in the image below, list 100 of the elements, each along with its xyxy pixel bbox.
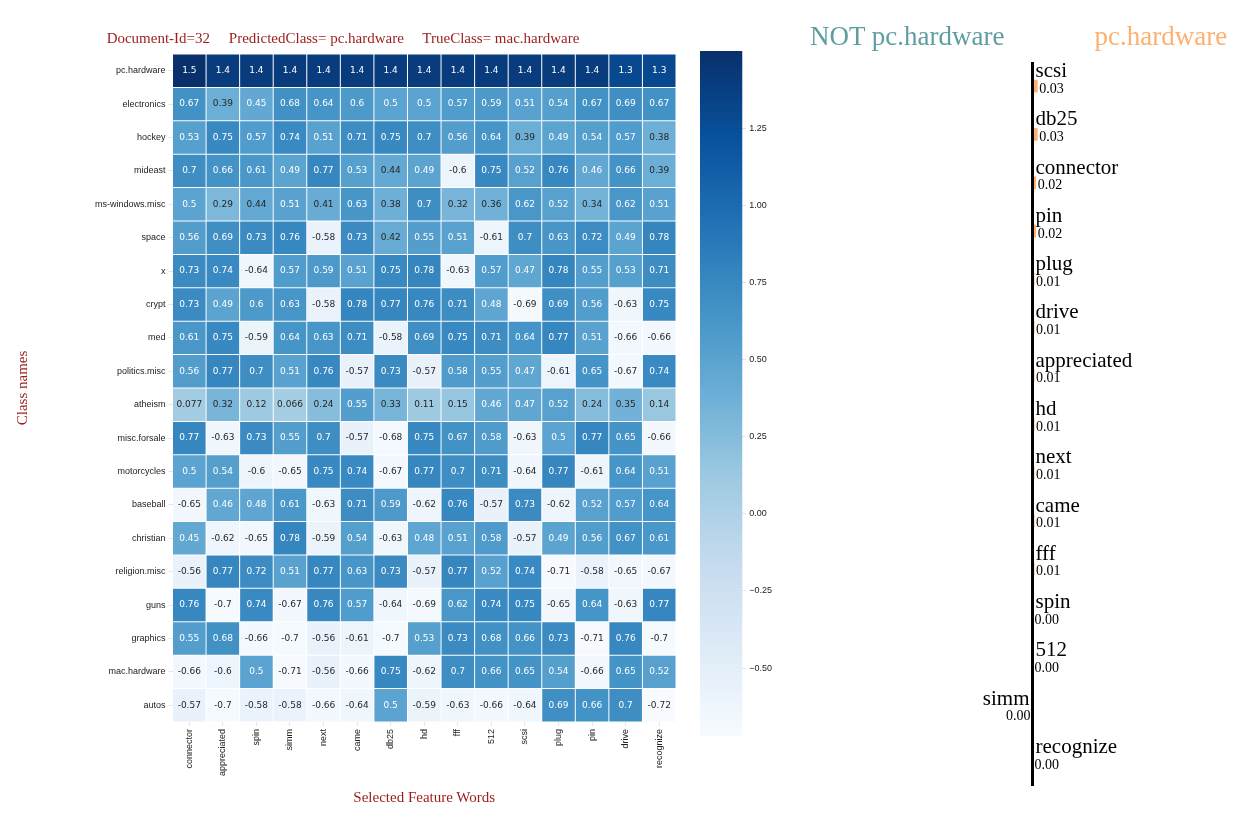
y-tick-label: next: [1035, 444, 1072, 469]
data-label: 0.41: [313, 198, 334, 209]
data-label: -0.58: [244, 699, 269, 710]
data-label: -0.67: [379, 465, 403, 476]
data-label: 0.56: [582, 298, 603, 309]
data-label: -0.63: [379, 532, 403, 543]
data-label: 0.57: [447, 98, 468, 109]
data-label: 0.38: [649, 131, 670, 142]
data-label: 0.29: [212, 198, 234, 209]
data-label: 0.55: [347, 399, 368, 410]
data-label: -0.66: [647, 332, 672, 343]
data-label: -0.62: [211, 532, 235, 543]
data-label: 0.71: [347, 131, 368, 142]
data-label: 1.5: [182, 65, 197, 76]
data-label: -0.62: [546, 499, 571, 510]
data-label: -0.63: [446, 699, 470, 710]
data-label: 0.59: [380, 499, 401, 510]
data-label: -0.64: [513, 465, 537, 476]
data-label: 0.77: [179, 432, 200, 443]
data-label: 0.66: [481, 666, 502, 677]
data-label: -0.58: [580, 566, 604, 577]
data-label: 0.77: [414, 465, 435, 476]
data-label: 0.02: [1037, 177, 1063, 193]
y-tick-label: fff: [1035, 540, 1056, 565]
data-label: 0.7: [316, 432, 331, 443]
data-label: 0.74: [514, 566, 536, 577]
data-label: -0.59: [412, 699, 437, 710]
data-label: 1.4: [584, 65, 600, 76]
data-label: 0.47: [514, 399, 535, 410]
data-label: 0.76: [179, 599, 200, 610]
y-tick-label: graphics: [131, 632, 166, 643]
data-label: 0.03: [1039, 129, 1064, 145]
data-label: -0.58: [311, 298, 336, 309]
data-label: 0.58: [481, 532, 502, 543]
y-tick-label: came: [1035, 492, 1080, 517]
data-label: 0.45: [179, 532, 200, 543]
data-label: 0.49: [548, 532, 569, 543]
data-label: 0.66: [615, 165, 636, 176]
data-label: 0.55: [481, 365, 502, 376]
color-bar-label: −0.25: [749, 585, 773, 596]
data-label: 0.54: [212, 465, 234, 476]
data-label: 0.75: [380, 265, 401, 276]
data-label: 0.49: [615, 232, 636, 243]
data-label: 1.4: [349, 65, 365, 76]
data-label: 1.4: [517, 65, 533, 76]
data-label: 0.57: [615, 131, 636, 142]
data-label: 0.77: [447, 566, 468, 577]
data-label: 1.4: [551, 65, 566, 76]
data-label: 0.42: [380, 232, 401, 243]
data-label: 0.54: [548, 98, 569, 109]
data-label: 0.63: [279, 298, 301, 309]
data-label: -0.67: [647, 566, 671, 577]
data-label: 0.77: [548, 332, 569, 343]
data-label: 0.77: [649, 599, 670, 610]
data-label: 1.3: [618, 65, 633, 76]
data-label: 0.63: [347, 566, 368, 577]
data-label: 0.51: [279, 198, 301, 209]
data-label: 0.15: [447, 399, 468, 410]
data-label: 0.49: [279, 165, 301, 176]
data-label: 0.32: [447, 198, 468, 209]
data-label: -0.61: [580, 465, 604, 476]
data-label: -0.66: [177, 666, 202, 677]
data-label: 0.47: [514, 365, 535, 376]
chart-title: Document-Id=32 PredictedClass= pc.hardware TrueClass= mac.hardware: [106, 29, 580, 46]
data-label: 0.55: [414, 232, 435, 243]
data-label: 0.57: [347, 599, 368, 610]
data-label: 0.01: [1036, 515, 1061, 531]
data-label: 0.71: [649, 265, 670, 276]
data-label: -0.65: [177, 499, 201, 510]
data-label: 0.76: [414, 298, 435, 309]
data-label: -0.61: [479, 232, 504, 243]
data-label: 0.64: [514, 332, 536, 343]
data-label: -0.57: [177, 699, 201, 710]
data-label: -0.68: [379, 432, 403, 443]
x-tick-label: scsi: [519, 728, 530, 745]
data-label: 0.73: [548, 632, 569, 643]
data-label: 0.33: [380, 399, 401, 410]
data-label: 0.65: [615, 432, 636, 443]
data-label: -0.63: [211, 432, 235, 443]
data-label: 0.75: [212, 332, 233, 343]
y-tick-label: christian: [131, 532, 166, 543]
data-label: 0.01: [1036, 322, 1061, 338]
data-label: -0.61: [546, 365, 571, 376]
data-label: -0.61: [345, 632, 369, 643]
data-label: 0.75: [649, 298, 670, 309]
data-label: 0.51: [347, 265, 368, 276]
data-label: 0.78: [414, 265, 435, 276]
data-label: 0.64: [481, 131, 502, 142]
data-label: 0.6: [349, 98, 365, 109]
data-label: 0.69: [212, 232, 234, 243]
data-label: 0.74: [481, 599, 502, 610]
color-bar-label: 1.00: [749, 199, 767, 210]
data-label: 0.55: [179, 632, 200, 643]
data-label: 0.76: [615, 632, 636, 643]
x-tick-label: simm: [284, 728, 295, 751]
x-tick-label: fff: [452, 728, 463, 737]
y-tick-label: connector: [1035, 154, 1119, 179]
data-label: 0.51: [447, 532, 468, 543]
data-label: -0.69: [412, 599, 437, 610]
data-label: 1.4: [450, 65, 466, 76]
